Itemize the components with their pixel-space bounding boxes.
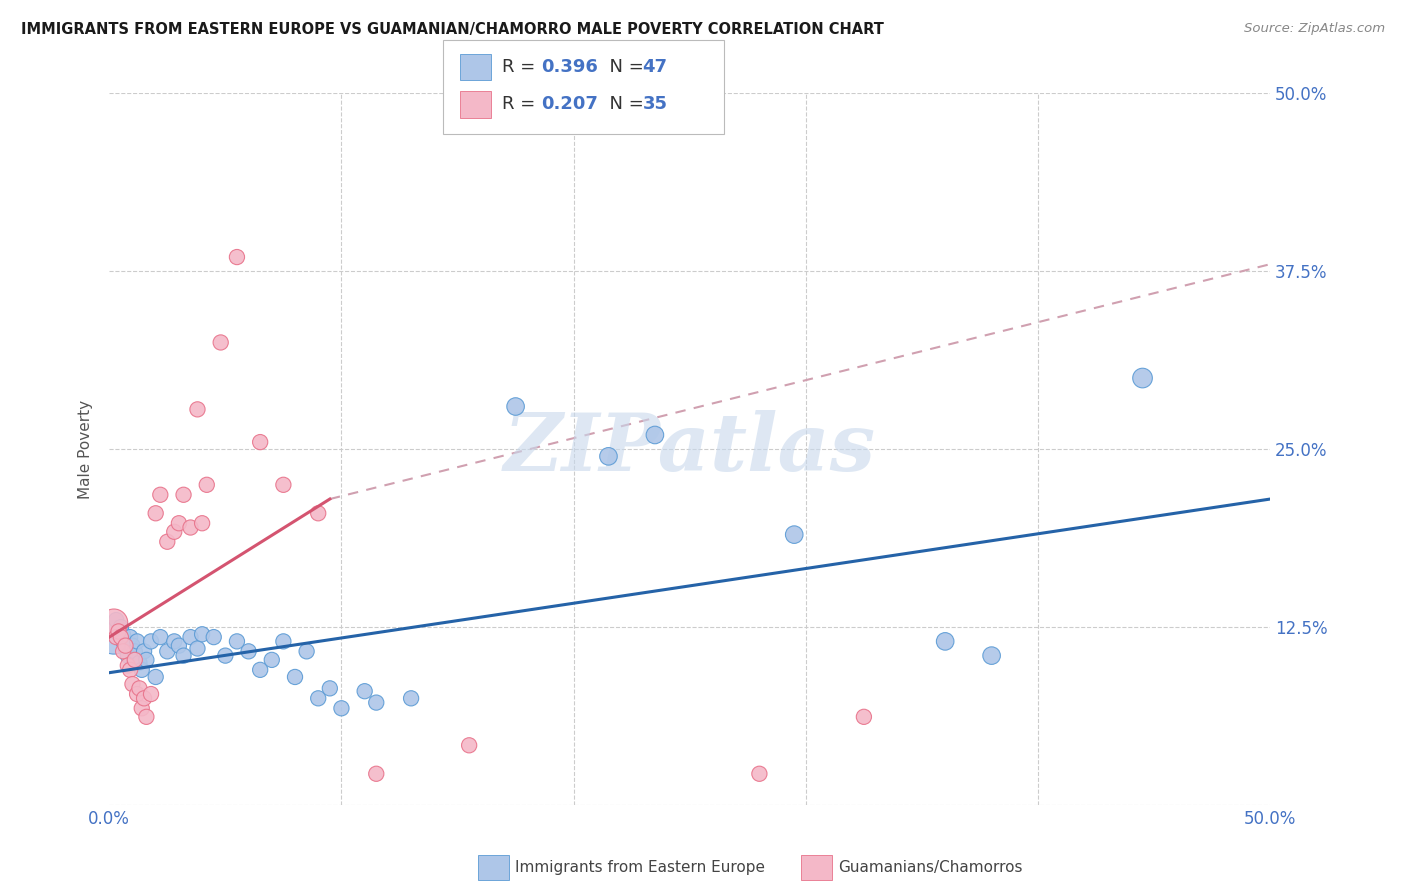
Point xyxy=(135,710,157,724)
Text: N =: N = xyxy=(598,58,650,76)
Point xyxy=(132,644,155,658)
Point xyxy=(273,478,295,492)
Point xyxy=(103,630,125,644)
Text: N =: N = xyxy=(598,95,650,113)
Text: IMMIGRANTS FROM EASTERN EUROPE VS GUAMANIAN/CHAMORRO MALE POVERTY CORRELATION CH: IMMIGRANTS FROM EASTERN EUROPE VS GUAMAN… xyxy=(21,22,884,37)
Point xyxy=(112,644,135,658)
Point xyxy=(319,681,342,696)
Text: 47: 47 xyxy=(643,58,668,76)
Text: 35: 35 xyxy=(643,95,668,113)
Point xyxy=(748,766,770,780)
Point xyxy=(105,630,128,644)
Point xyxy=(934,634,956,648)
Point xyxy=(132,691,155,706)
Point xyxy=(399,691,422,706)
Point xyxy=(124,644,146,658)
Point xyxy=(307,691,329,706)
Point xyxy=(505,400,527,414)
Point xyxy=(124,653,146,667)
Point xyxy=(209,335,232,350)
Point xyxy=(163,524,186,539)
Point xyxy=(128,656,150,670)
Point xyxy=(149,488,172,502)
Point xyxy=(127,687,149,701)
Point xyxy=(173,648,195,663)
Y-axis label: Male Poverty: Male Poverty xyxy=(79,400,93,499)
Point xyxy=(121,639,143,653)
Point xyxy=(110,620,132,634)
Point xyxy=(173,488,195,502)
Text: Source: ZipAtlas.com: Source: ZipAtlas.com xyxy=(1244,22,1385,36)
Point xyxy=(128,681,150,696)
Point xyxy=(191,516,214,531)
Point xyxy=(186,641,208,656)
Point xyxy=(1132,371,1154,385)
Point xyxy=(149,630,172,644)
Point xyxy=(163,634,186,648)
Point xyxy=(114,641,136,656)
Text: 0.396: 0.396 xyxy=(541,58,598,76)
Point xyxy=(366,696,388,710)
Point xyxy=(191,627,214,641)
Point xyxy=(179,520,201,534)
Point xyxy=(156,534,179,549)
Point xyxy=(186,402,208,417)
Point xyxy=(238,644,260,658)
Text: 0.207: 0.207 xyxy=(541,95,598,113)
Point xyxy=(783,527,806,541)
Point xyxy=(273,634,295,648)
Point xyxy=(179,630,201,644)
Text: Guamanians/Chamorros: Guamanians/Chamorros xyxy=(838,860,1022,874)
Point xyxy=(214,648,236,663)
Text: R =: R = xyxy=(502,58,541,76)
Point xyxy=(110,630,132,644)
Point xyxy=(598,450,620,464)
Point xyxy=(260,653,283,667)
Point xyxy=(284,670,307,684)
Point xyxy=(145,506,167,520)
Point xyxy=(644,428,666,442)
Point xyxy=(167,639,190,653)
Point xyxy=(114,639,136,653)
Point xyxy=(107,627,129,641)
Point xyxy=(195,478,218,492)
Point xyxy=(105,613,128,627)
Point xyxy=(131,701,153,715)
Point xyxy=(226,250,249,264)
Point xyxy=(121,677,143,691)
Point xyxy=(135,653,157,667)
Point xyxy=(366,766,388,780)
Point xyxy=(202,630,225,644)
Text: R =: R = xyxy=(502,95,541,113)
Point xyxy=(139,687,162,701)
Point xyxy=(131,663,153,677)
Point xyxy=(156,644,179,658)
Point xyxy=(852,710,875,724)
Point xyxy=(307,506,329,520)
Point xyxy=(120,663,142,677)
Point xyxy=(353,684,375,698)
Point xyxy=(139,634,162,648)
Point xyxy=(127,634,149,648)
Text: Immigrants from Eastern Europe: Immigrants from Eastern Europe xyxy=(515,860,765,874)
Point xyxy=(226,634,249,648)
Point xyxy=(249,663,271,677)
Point xyxy=(112,634,135,648)
Point xyxy=(107,624,129,639)
Point xyxy=(295,644,318,658)
Point xyxy=(117,648,139,663)
Point xyxy=(980,648,1002,663)
Point xyxy=(145,670,167,684)
Point xyxy=(167,516,190,531)
Point xyxy=(249,435,271,450)
Point xyxy=(120,630,142,644)
Text: ZIPatlas: ZIPatlas xyxy=(503,410,876,488)
Point xyxy=(330,701,353,715)
Point xyxy=(117,658,139,673)
Point xyxy=(458,739,481,753)
Point xyxy=(103,615,125,630)
